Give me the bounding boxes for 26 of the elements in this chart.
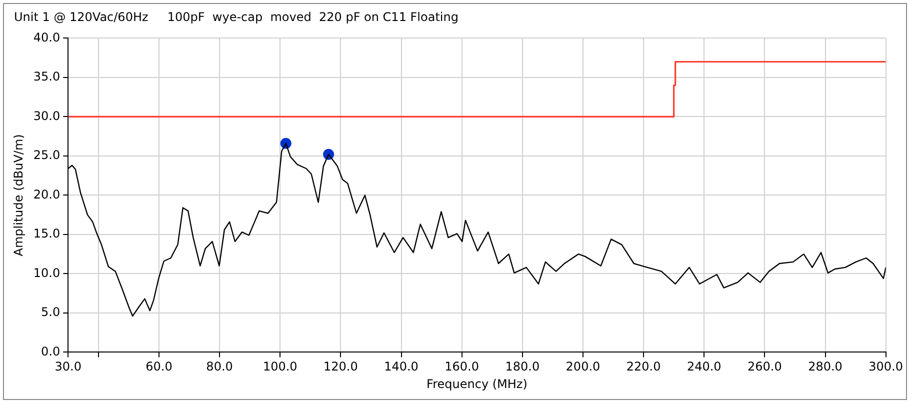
x-tick-label: 160.0 <box>444 360 480 374</box>
x-tick-label: 60.0 <box>146 360 172 374</box>
x-tick-label: 280.0 <box>808 360 842 374</box>
y-tick-label: 40.0 <box>33 30 60 44</box>
y-tick-label: 35.0 <box>33 70 60 84</box>
y-tick-label: 0.0 <box>41 344 60 358</box>
x-tick-label: 240.0 <box>686 360 722 374</box>
x-tick-label: 30.0 <box>54 360 82 374</box>
x-tick-label: 80.0 <box>206 360 233 374</box>
y-tick-label: 30.0 <box>33 108 60 123</box>
y-tick-label: 15.0 <box>33 226 60 241</box>
x-tick-label: 180.0 <box>505 360 540 374</box>
x-tick-label: 120.0 <box>324 360 358 374</box>
x-tick-label: 140.0 <box>384 360 418 374</box>
y-axis-title: Amplitude (dBuV/m) <box>11 134 26 256</box>
x-tick-label: 200.0 <box>566 360 600 374</box>
y-tick-label: 5.0 <box>41 305 60 320</box>
x-tick-label: 300.0 <box>868 360 904 374</box>
x-tick-label: 260.0 <box>748 360 782 374</box>
chart-title: Unit 1 @ 120Vac/60Hz 100pF wye-cap moved 220 pF on C11 Floating <box>14 10 458 24</box>
y-tick-label: 20.0 <box>33 187 60 202</box>
y-tick-label: 25.0 <box>33 148 60 162</box>
x-tick-label: 100.0 <box>262 360 298 374</box>
x-tick-label: 220.0 <box>626 360 661 374</box>
y-tick-label: 10.0 <box>33 266 60 280</box>
x-axis-title: Frequency (MHz) <box>426 376 528 391</box>
